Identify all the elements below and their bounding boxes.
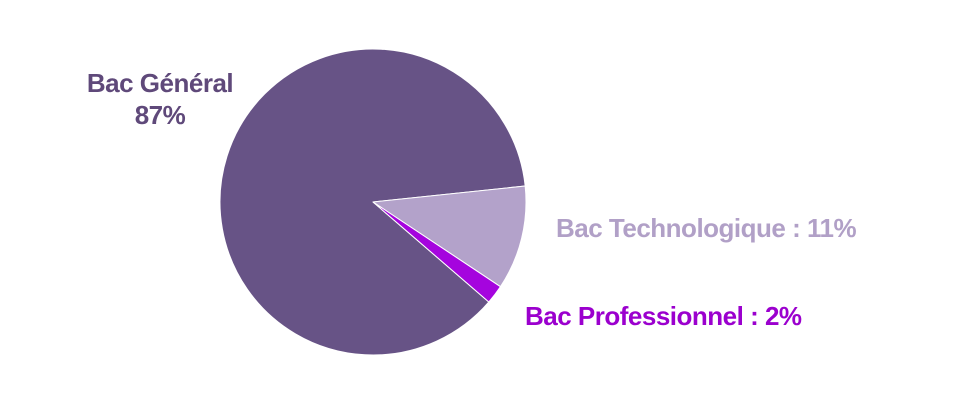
data-label-bac-general: Bac Général 87% bbox=[62, 67, 258, 131]
data-label-bac-general-value: 87% bbox=[134, 100, 186, 130]
pie-slice-bac-technologique bbox=[372, 185, 527, 288]
pie-slice-bac-professionnel bbox=[372, 201, 501, 303]
data-label-bac-professionnel: Bac Professionnel : 2% bbox=[525, 301, 802, 331]
data-label-bac-technologique: Bac Technologique : 11% bbox=[556, 213, 857, 243]
data-label-bac-general-name: Bac Général bbox=[86, 68, 234, 98]
